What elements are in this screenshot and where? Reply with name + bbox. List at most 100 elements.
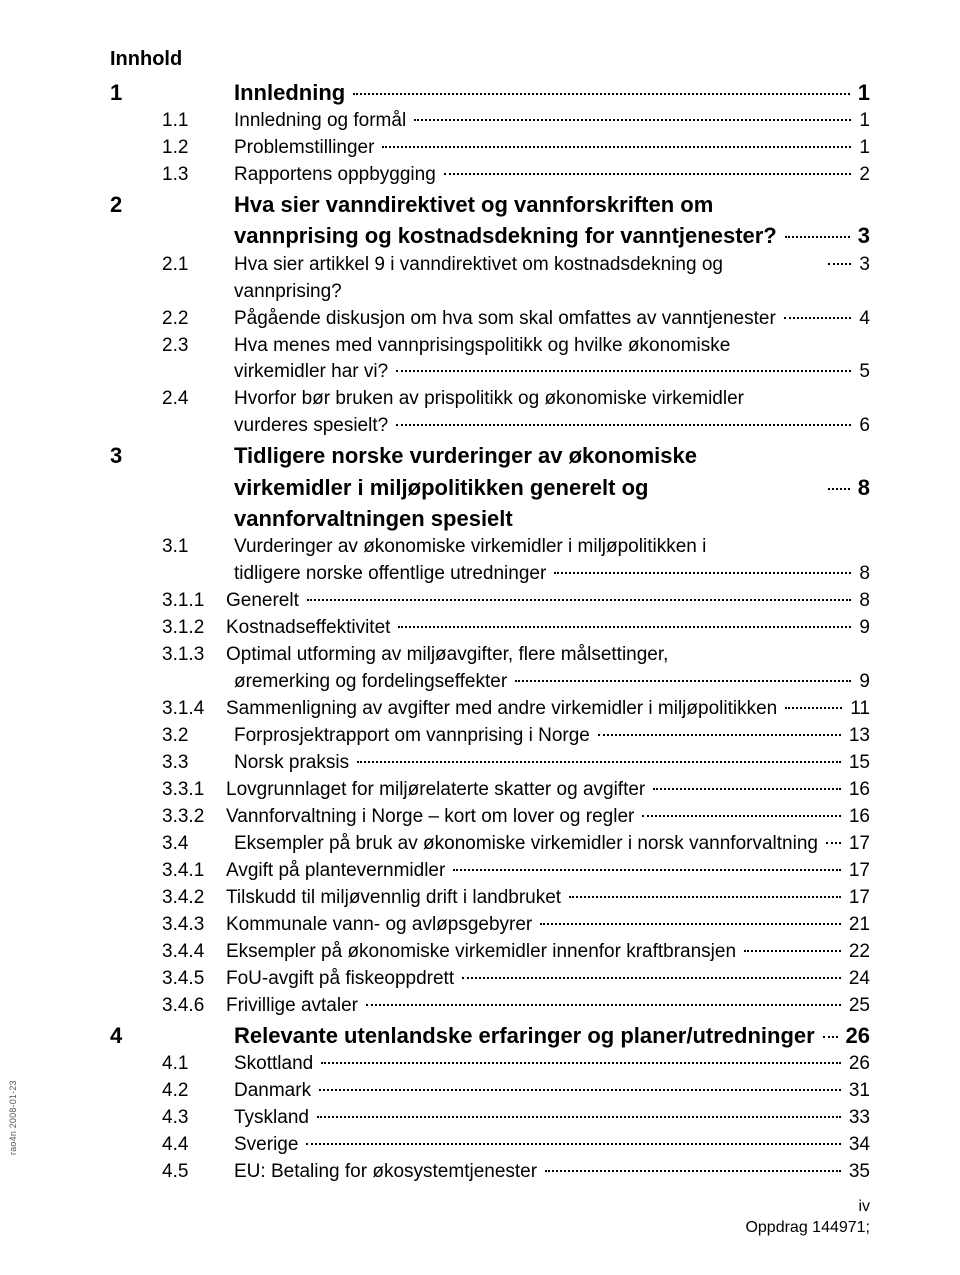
toc-page-number: 1 [855,108,870,135]
toc-title: Kostnadseffektivitet [226,615,394,642]
toc-title: vannprising og kostnadsdekning for vannt… [234,220,781,251]
toc-section-number: 3.3.1 [162,777,226,804]
toc-list: 1Innledning11.1Innledning og formål11.2P… [110,77,870,1186]
toc-leader-dots [396,424,851,426]
toc-heading: Innhold [110,48,870,71]
toc-section-number: 1.2 [162,135,234,162]
toc-page-number: 2 [855,162,870,189]
toc-entry-continuation: virkemidler har vi?5 [110,359,870,386]
toc-entry: 4.2Danmark31 [110,1078,870,1105]
toc-entry: 1.2Problemstillinger1 [110,135,870,162]
toc-entry: 2.1Hva sier artikkel 9 i vanndirektivet … [110,252,870,306]
toc-page-number: 35 [845,1159,870,1186]
toc-leader-dots [321,1062,841,1064]
toc-section-number: 1.3 [162,162,234,189]
toc-page-number: 3 [855,252,870,279]
toc-section-number: 3.4.5 [162,966,226,993]
toc-leader-dots [785,707,842,709]
toc-page-number: 8 [855,561,870,588]
toc-leader-dots [554,572,851,574]
toc-entry: 3.3Norsk praksis 15 [110,750,870,777]
toc-leader-dots [396,370,851,372]
toc-title: Hva sier vanndirektivet og vannforskrift… [234,189,717,220]
toc-title: Skottland [234,1051,317,1078]
toc-section-number: 2.3 [162,333,234,360]
toc-section-number: 3.1.4 [162,696,226,723]
toc-entry: 3.4.6Frivillige avtaler25 [110,993,870,1020]
toc-page-number: 15 [845,750,870,777]
toc-page-number: 16 [845,777,870,804]
toc-title: Sammenligning av avgifter med andre virk… [226,696,781,723]
toc-entry: 3.4.1Avgift på plantevernmidler17 [110,858,870,885]
toc-leader-dots [453,869,841,871]
toc-title: Optimal utforming av miljøavgifter, fler… [226,642,672,669]
toc-leader-dots [319,1089,841,1091]
toc-leader-dots [306,1143,840,1145]
toc-section-number: 4.2 [162,1078,234,1105]
toc-entry: 2Hva sier vanndirektivet og vannforskrif… [110,189,870,220]
toc-leader-dots [353,93,850,95]
page-footer: iv Oppdrag 144971; [745,1197,870,1239]
footer-page-number: iv [745,1197,870,1218]
toc-entry: 4.4Sverige34 [110,1132,870,1159]
toc-entry: 3.3.1Lovgrunnlaget for miljørelaterte sk… [110,777,870,804]
toc-page-number: 13 [845,723,870,750]
toc-page-number: 31 [845,1078,870,1105]
toc-leader-dots [653,788,841,790]
toc-leader-dots [598,734,841,736]
toc-section-number: 3.1.3 [162,642,226,669]
toc-title: Tilskudd til miljøvennlig drift i landbr… [226,885,565,912]
toc-entry-continuation: virkemidler i miljøpolitikken generelt o… [110,472,870,534]
toc-title: virkemidler har vi? [234,359,392,386]
toc-leader-dots [462,977,841,979]
toc-entry: 3.4.2Tilskudd til miljøvennlig drift i l… [110,885,870,912]
toc-leader-dots [823,1036,838,1038]
toc-leader-dots [357,761,841,763]
toc-section-number: 4.4 [162,1132,234,1159]
toc-leader-dots [826,842,841,844]
toc-title: Avgift på plantevernmidler [226,858,449,885]
toc-section-number: 2.4 [162,386,234,413]
toc-section-number: 2.1 [162,252,234,279]
toc-entry: 3.3.2Vannforvaltning i Norge – kort om l… [110,804,870,831]
toc-entry: 4.3Tyskland33 [110,1105,870,1132]
toc-title: EU: Betaling for økosystemtjenester [234,1159,541,1186]
toc-title: Kommunale vann- og avløpsgebyrer [226,912,536,939]
toc-title: Hva sier artikkel 9 i vanndirektivet om … [234,252,824,306]
toc-leader-dots [540,923,841,925]
toc-section-number: 3.4.6 [162,993,226,1020]
toc-section-number: 3.4.4 [162,939,226,966]
toc-leader-dots [642,815,841,817]
toc-entry: 3.4.5FoU-avgift på fiskeoppdrett24 [110,966,870,993]
toc-page-number: 26 [842,1020,870,1051]
toc-title: Tyskland [234,1105,313,1132]
toc-title: Norsk praksis [234,750,353,777]
toc-title: virkemidler i miljøpolitikken generelt o… [234,472,824,534]
side-rotation-text: rao4n 2008-01-23 [8,1080,18,1155]
toc-entry-continuation: øremerking og fordelingseffekter9 [110,669,870,696]
toc-title: Pågående diskusjon om hva som skal omfat… [234,306,780,333]
toc-entry: 1Innledning1 [110,77,870,108]
toc-page-number: 1 [854,77,870,108]
toc-page-number: 22 [845,939,870,966]
toc-entry: 3.1Vurderinger av økonomiske virkemidler… [110,534,870,561]
toc-chapter-number: 4 [110,1020,162,1051]
toc-page-number: 9 [855,615,870,642]
toc-title: Innledning og formål [234,108,410,135]
toc-leader-dots [569,896,841,898]
toc-entry-continuation: tidligere norske offentlige utredninger8 [110,561,870,588]
toc-leader-dots [398,626,851,628]
toc-entry: 3.4Eksempler på bruk av økonomiske virke… [110,831,870,858]
toc-leader-dots [307,599,852,601]
toc-entry: 1.1Innledning og formål1 [110,108,870,135]
toc-entry: 3.1.4Sammenligning av avgifter med andre… [110,696,870,723]
toc-leader-dots [828,488,850,490]
toc-page-number: 17 [845,858,870,885]
toc-entry: 3.1.1Generelt8 [110,588,870,615]
toc-section-number: 3.3 [162,750,234,777]
toc-page-number: 1 [855,135,870,162]
toc-page-number: 24 [845,966,870,993]
toc-entry: 2.3Hva menes med vannprisingspolitikk og… [110,333,870,360]
toc-entry: 3.1.3Optimal utforming av miljøavgifter,… [110,642,870,669]
toc-leader-dots [545,1170,841,1172]
